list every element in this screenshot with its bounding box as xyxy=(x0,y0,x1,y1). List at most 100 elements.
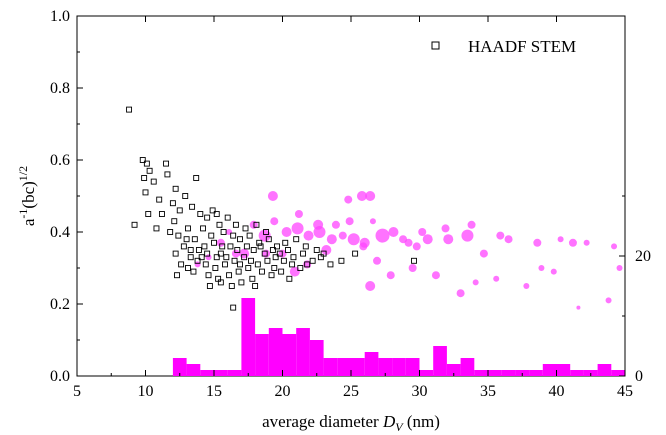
haadf-point xyxy=(143,160,150,167)
haadf-point xyxy=(241,254,248,261)
haadf-point xyxy=(278,268,285,275)
haadf-point xyxy=(293,236,300,243)
histogram-bar xyxy=(351,358,365,376)
haadf-point xyxy=(213,211,220,217)
circle-point xyxy=(216,238,225,247)
haadf-point xyxy=(313,247,320,253)
circle-point xyxy=(386,271,395,280)
histogram-bar xyxy=(611,370,625,376)
haadf-point xyxy=(276,250,283,257)
haadf-point xyxy=(219,243,226,250)
circle-point xyxy=(441,224,450,233)
haadf-point xyxy=(411,257,417,264)
haadf-point xyxy=(176,207,183,214)
haadf-point xyxy=(254,261,261,268)
circle-point xyxy=(616,265,623,271)
y-axis-label-base: a xyxy=(19,218,38,226)
histogram-bar xyxy=(488,370,502,376)
haadf-point xyxy=(183,236,190,243)
haadf-point xyxy=(290,254,297,261)
haadf-point xyxy=(256,239,263,246)
haadf-point xyxy=(271,265,278,271)
circle-point xyxy=(611,243,618,250)
haadf-point xyxy=(231,257,238,264)
circle-point xyxy=(479,249,488,258)
histogram-bar xyxy=(597,364,612,376)
histogram-bar xyxy=(501,370,516,376)
histogram-bar xyxy=(542,364,557,376)
haadf-point xyxy=(197,211,204,217)
circle-point xyxy=(321,245,332,255)
right-tick-label: 20 xyxy=(635,248,651,265)
haadf-point xyxy=(248,257,254,264)
histogram xyxy=(172,298,625,376)
x-axis-label-var: D xyxy=(382,412,396,431)
haadf-point xyxy=(264,257,271,264)
haadf-point xyxy=(242,225,249,232)
histogram-bar xyxy=(460,358,475,376)
y-axis-label-sup1: -1 xyxy=(16,209,30,219)
haadf-point xyxy=(202,261,209,268)
x-axis-label-sub: V xyxy=(395,420,404,434)
y-tick-label: 0.4 xyxy=(50,224,70,241)
haadf-point xyxy=(211,239,217,246)
y-tick-label: 0.0 xyxy=(50,368,70,385)
circle-point xyxy=(418,228,427,236)
haadf-point xyxy=(338,257,345,264)
circle-point xyxy=(388,227,399,237)
haadf-point xyxy=(280,257,287,264)
haadf-point xyxy=(141,175,148,181)
circle-point xyxy=(557,236,564,243)
haadf-point xyxy=(212,265,219,271)
haadf-point xyxy=(201,243,208,250)
haadf-point xyxy=(285,247,291,253)
haadf-point xyxy=(171,218,178,225)
x-axis-label-prefix: average diameter xyxy=(262,412,383,431)
haadf-point xyxy=(220,229,227,235)
circle-point xyxy=(226,229,233,235)
histogram-bar xyxy=(405,358,420,376)
haadf-point xyxy=(208,232,215,239)
circle-point xyxy=(523,283,530,289)
circle-point xyxy=(533,238,542,247)
haadf-point xyxy=(246,232,253,239)
circle-point xyxy=(258,229,271,242)
haadf-point xyxy=(198,254,205,261)
circle-point xyxy=(422,234,433,245)
histogram-bar xyxy=(446,364,461,376)
circle-point xyxy=(365,191,376,201)
haadf-point xyxy=(169,200,176,207)
histogram-bar xyxy=(255,334,269,376)
haadf-point xyxy=(238,279,245,286)
haadf-point xyxy=(230,232,237,239)
haadf-point xyxy=(150,178,157,185)
legend-label: HAADF STEM xyxy=(468,37,576,56)
circle-point xyxy=(443,234,454,245)
circle-point xyxy=(205,254,212,261)
x-tick-label: 45 xyxy=(617,383,633,400)
x-tick-label: 40 xyxy=(549,383,565,400)
haadf-point xyxy=(204,250,211,257)
haadf-point xyxy=(142,189,149,196)
haadf-point xyxy=(223,254,230,261)
haadf-point xyxy=(250,247,257,253)
circle-point xyxy=(326,234,337,245)
haadf-point xyxy=(205,272,212,279)
y-axis-label: a-1(bc)1/2 xyxy=(16,166,38,226)
circle-point xyxy=(289,266,300,277)
haadf-point xyxy=(272,254,279,261)
haadf-point xyxy=(172,250,179,257)
circle-point xyxy=(270,217,279,226)
circle-series xyxy=(194,191,623,310)
circle-point xyxy=(338,231,347,240)
haadf-point xyxy=(185,225,191,232)
haadf-point xyxy=(216,221,223,228)
haadf-point xyxy=(158,211,165,217)
histogram-bar xyxy=(392,358,406,376)
haadf-point xyxy=(263,229,270,235)
haadf-point xyxy=(261,250,268,257)
haadf-point xyxy=(274,243,280,250)
circle-point xyxy=(294,210,303,218)
haadf-point xyxy=(178,261,185,268)
haadf-point xyxy=(227,243,234,250)
